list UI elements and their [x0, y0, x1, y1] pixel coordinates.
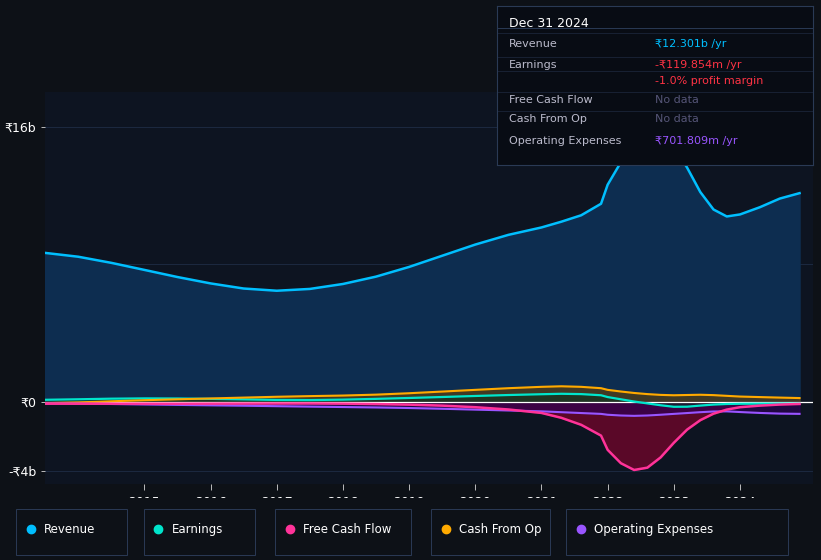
Bar [566, 509, 788, 555]
Text: -1.0% profit margin: -1.0% profit margin [655, 76, 764, 86]
Bar [144, 509, 255, 555]
Text: Earnings: Earnings [172, 522, 223, 536]
Text: Operating Expenses: Operating Expenses [594, 522, 713, 536]
Bar [431, 509, 550, 555]
Text: Cash From Op: Cash From Op [509, 114, 587, 124]
Text: -₹119.854m /yr: -₹119.854m /yr [655, 60, 741, 69]
Text: Free Cash Flow: Free Cash Flow [303, 522, 392, 536]
Text: Earnings: Earnings [509, 60, 557, 69]
Text: Cash From Op: Cash From Op [459, 522, 541, 536]
Bar [275, 509, 410, 555]
Text: Dec 31 2024: Dec 31 2024 [509, 17, 589, 30]
Bar [16, 509, 127, 555]
Text: ₹12.301b /yr: ₹12.301b /yr [655, 39, 726, 49]
Text: Revenue: Revenue [44, 522, 96, 536]
Text: Operating Expenses: Operating Expenses [509, 136, 621, 146]
Text: No data: No data [655, 114, 699, 124]
Text: Free Cash Flow: Free Cash Flow [509, 95, 593, 105]
Text: ₹701.809m /yr: ₹701.809m /yr [655, 136, 737, 146]
Text: Revenue: Revenue [509, 39, 558, 49]
Text: No data: No data [655, 95, 699, 105]
